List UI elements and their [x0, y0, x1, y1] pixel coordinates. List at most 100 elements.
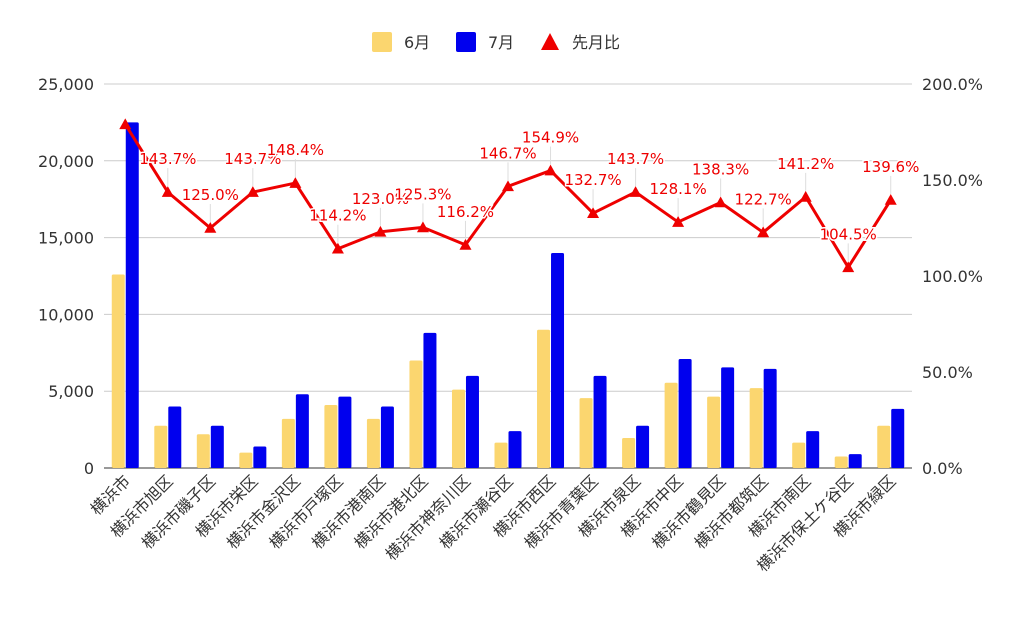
ratio-data-labels: 143.7%125.0%143.7%148.4%114.2%123.0%125.…	[138, 127, 921, 262]
bar-june	[877, 425, 891, 468]
ratio-line-series	[119, 118, 897, 273]
bar-july	[295, 394, 309, 468]
right-tick-label: 50.0%	[922, 363, 973, 382]
bar-july	[848, 454, 862, 468]
bar-june	[707, 396, 721, 468]
bar-june	[366, 418, 380, 468]
ratio-data-label: 132.7%	[564, 171, 621, 189]
ratio-marker	[842, 261, 855, 273]
ratio-marker	[714, 196, 727, 208]
right-tick-label: 100.0%	[922, 267, 983, 286]
legend-label: 先月比	[572, 33, 620, 52]
bar-july	[806, 431, 820, 468]
ratio-data-label: 154.9%	[522, 129, 579, 147]
ratio-marker	[416, 221, 429, 233]
bar-july	[636, 425, 650, 468]
ratio-marker	[629, 186, 642, 197]
bar-july	[508, 431, 522, 468]
bar-july	[125, 122, 139, 469]
legend-label: 6月	[404, 33, 430, 52]
ratio-marker	[161, 186, 174, 197]
bar-july	[891, 408, 905, 468]
left-tick-label: 15,000	[38, 229, 94, 248]
ratio-data-label: 148.4%	[267, 141, 324, 159]
left-tick-label: 5,000	[48, 382, 94, 401]
left-tick-label: 0	[84, 459, 94, 478]
ratio-data-label: 104.5%	[820, 225, 877, 243]
right-tick-label: 0.0%	[922, 459, 963, 478]
bar-june	[324, 405, 338, 468]
ratio-marker	[246, 186, 259, 197]
ratio-marker	[331, 242, 344, 254]
bar-june	[537, 329, 551, 468]
bar-june	[834, 456, 848, 468]
left-tick-label: 25,000	[38, 75, 94, 94]
gridlines	[104, 83, 912, 469]
bar-july	[593, 375, 607, 468]
ratio-data-label: 139.6%	[862, 158, 919, 176]
bar-june	[664, 382, 678, 468]
ratio-marker	[672, 216, 685, 227]
ratio-marker	[204, 222, 217, 233]
ratio-marker	[544, 164, 557, 176]
bar-july	[763, 368, 777, 468]
legend-swatch	[372, 32, 392, 52]
ratio-data-label: 143.7%	[224, 150, 281, 168]
bar-series	[111, 122, 905, 469]
bar-july	[338, 396, 352, 468]
category-axis: 横浜市横浜市旭区横浜市磯子区横浜市栄区横浜市金沢区横浜市戸塚区横浜市港南区横浜市…	[87, 471, 900, 575]
ratio-marker	[587, 207, 600, 219]
ratio-data-label: 143.7%	[139, 150, 196, 168]
ratio-data-label: 146.7%	[479, 144, 536, 162]
right-tick-label: 150.0%	[922, 171, 983, 190]
bar-june	[154, 425, 168, 468]
ratio-data-label: 123.0%	[352, 190, 409, 208]
bar-june	[579, 398, 593, 468]
ratio-marker	[757, 226, 770, 238]
bar-june	[622, 438, 636, 468]
ratio-marker	[884, 193, 897, 205]
bar-july	[551, 252, 565, 468]
bar-june	[111, 274, 125, 468]
bar-june	[409, 360, 423, 468]
ratio-data-label: 116.2%	[437, 203, 494, 221]
ratio-data-label: 125.0%	[182, 186, 239, 204]
bar-july	[168, 406, 182, 468]
bar-june	[792, 442, 806, 468]
right-tick-label: 200.0%	[922, 75, 983, 94]
bar-july	[253, 446, 267, 468]
ratio-data-label: 125.3%	[394, 185, 451, 203]
ratio-data-label: 122.7%	[735, 190, 792, 208]
bar-july	[721, 367, 735, 468]
bar-june	[281, 418, 295, 468]
ratio-marker	[459, 238, 472, 250]
bar-july	[423, 332, 437, 468]
bar-july	[210, 425, 224, 468]
bar-june	[749, 388, 763, 468]
bar-july	[380, 406, 394, 468]
ratio-data-label: 141.2%	[777, 155, 834, 173]
right-axis: 0.0% 50.0% 100.0% 150.0% 200.0%	[922, 75, 983, 478]
left-tick-label: 20,000	[38, 152, 94, 171]
ratio-data-label: 114.2%	[309, 207, 366, 225]
ratio-data-label: 138.3%	[692, 160, 749, 178]
ratio-marker	[502, 180, 514, 192]
ratio-marker	[374, 225, 387, 237]
ratio-data-label: 143.7%	[607, 150, 664, 168]
bar-june	[451, 389, 465, 468]
legend-swatch	[541, 33, 559, 50]
bar-june	[494, 442, 508, 468]
bar-june	[196, 434, 210, 468]
bar-july	[678, 358, 692, 468]
legend-label: 7月	[488, 33, 514, 52]
legend: 6月 7月 先月比	[372, 32, 620, 52]
ratio-marker	[119, 118, 132, 130]
bar-july	[465, 375, 479, 468]
ratio-marker	[799, 190, 812, 202]
ratio-marker	[289, 177, 302, 188]
left-tick-label: 10,000	[38, 305, 94, 324]
legend-swatch	[456, 32, 476, 52]
bar-june	[239, 452, 253, 468]
ratio-data-label: 128.1%	[650, 180, 707, 198]
